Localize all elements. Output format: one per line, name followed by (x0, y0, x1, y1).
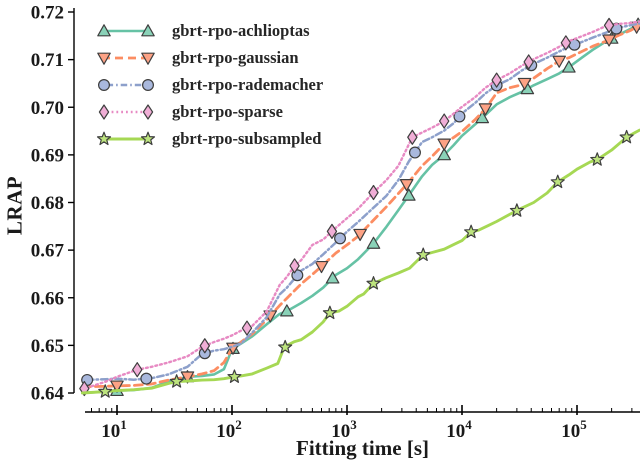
legend-line-marker-icon (97, 78, 154, 91)
legend-line-marker-icon (97, 52, 155, 65)
svg-text:104: 104 (446, 417, 472, 442)
legend-item-gaussian: gbrt-rpo-gaussian (94, 44, 323, 71)
legend-line-marker-icon (98, 103, 154, 120)
svg-text:0.71: 0.71 (31, 50, 64, 71)
svg-text:0.64: 0.64 (31, 384, 65, 405)
svg-text:101: 101 (101, 417, 127, 442)
legend: gbrt-rpo-achlioptas gbrt-rpo-gaussian gb… (94, 17, 323, 152)
legend-item-rademacher: gbrt-rpo-rademacher (94, 71, 323, 98)
legend-label: gbrt-rpo-subsampled (172, 128, 322, 148)
legend-item-achlioptas: gbrt-rpo-achlioptas (94, 17, 323, 44)
svg-text:0.67: 0.67 (31, 241, 65, 262)
legend-label: gbrt-rpo-achlioptas (172, 20, 310, 40)
svg-text:0.72: 0.72 (31, 3, 64, 24)
svg-text:0.65: 0.65 (31, 336, 64, 357)
legend-item-subsampled: gbrt-rpo-subsampled (94, 125, 323, 152)
svg-text:102: 102 (216, 417, 242, 442)
svg-text:0.69: 0.69 (31, 145, 64, 166)
legend-label: gbrt-rpo-rademacher (172, 74, 324, 94)
legend-label: gbrt-rpo-sparse (172, 101, 283, 121)
legend-line-marker-icon (96, 131, 156, 145)
legend-item-sparse: gbrt-rpo-sparse (94, 98, 323, 125)
svg-text:0.68: 0.68 (31, 193, 64, 214)
legend-line-marker-icon (97, 23, 155, 36)
y-axis-label: LRAP (2, 175, 27, 236)
x-axis-label: Fitting time [s] (296, 436, 429, 460)
svg-text:103: 103 (331, 417, 357, 442)
legend-label: gbrt-rpo-gaussian (172, 47, 299, 67)
svg-text:105: 105 (561, 417, 587, 442)
svg-text:0.66: 0.66 (31, 288, 64, 309)
svg-text:0.70: 0.70 (31, 98, 64, 119)
